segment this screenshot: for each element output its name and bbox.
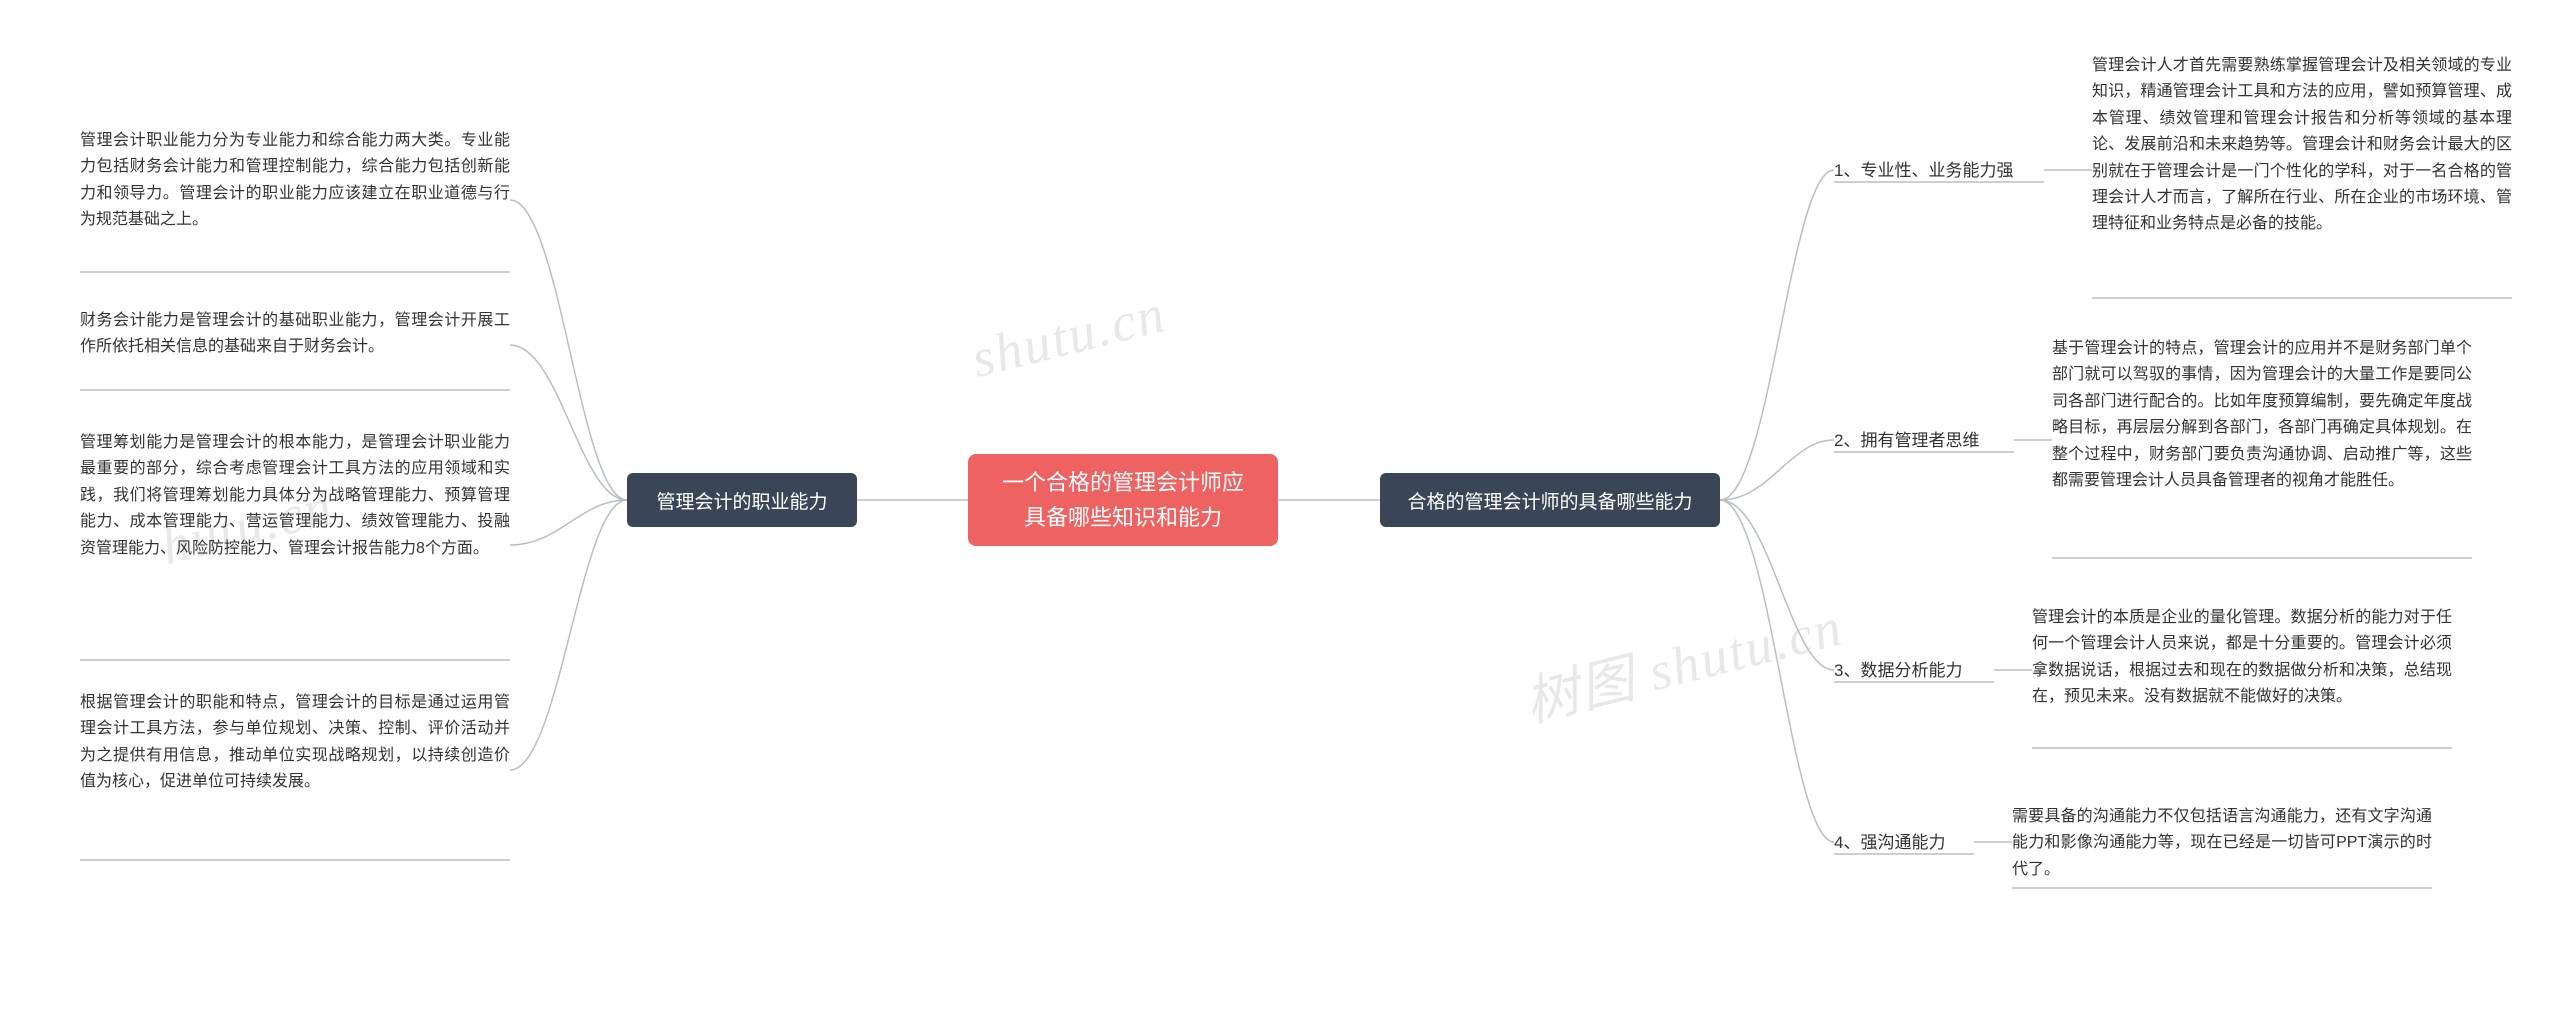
right-branch: 合格的管理会计师的具备哪些能力	[1380, 473, 1720, 527]
left-leaf-3: 根据管理会计的职能和特点，管理会计的目标是通过运用管理会计工具方法，参与单位规划…	[80, 690, 510, 796]
right-leaf-desc-0: 管理会计人才首先需要熟练掌握管理会计及相关领域的专业知识，精通管理会计工具和方法…	[2092, 53, 2512, 238]
root-line2: 具备哪些知识和能力	[1002, 500, 1244, 535]
left-leaf-1: 财务会计能力是管理会计的基础职业能力，管理会计开展工作所依托相关信息的基础来自于…	[80, 308, 510, 361]
right-leaf-desc-3: 需要具备的沟通能力不仅包括语言沟通能力，还有文字沟通能力和影像沟通能力等，现在已…	[2012, 804, 2432, 883]
right-leaf-desc-2: 管理会计的本质是企业的量化管理。数据分析的能力对于任何一个管理会计人员来说，都是…	[2032, 605, 2452, 711]
root-line1: 一个合格的管理会计师应	[1002, 465, 1244, 500]
right-leaf-desc-1: 基于管理会计的特点，管理会计的应用并不是财务部门单个部门就可以驾驭的事情，因为管…	[2052, 336, 2472, 494]
left-leaf-2: 管理筹划能力是管理会计的根本能力，是管理会计职业能力最重要的部分，综合考虑管理会…	[80, 430, 510, 562]
right-leaf-num-2: 3、数据分析能力	[1834, 656, 1962, 681]
left-branch: 管理会计的职业能力	[627, 473, 857, 527]
mindmap-canvas: hutu.cn shutu.cn 树图 shutu.cn	[0, 0, 2560, 1036]
root-node: 一个合格的管理会计师应 具备哪些知识和能力	[968, 454, 1278, 546]
right-leaf-num-1: 2、拥有管理者思维	[1834, 426, 1979, 451]
right-leaf-num-3: 4、强沟通能力	[1834, 828, 1945, 853]
left-leaf-0: 管理会计职业能力分为专业能力和综合能力两大类。专业能力包括财务会计能力和管理控制…	[80, 128, 510, 234]
right-leaf-num-0: 1、专业性、业务能力强	[1834, 156, 2013, 181]
